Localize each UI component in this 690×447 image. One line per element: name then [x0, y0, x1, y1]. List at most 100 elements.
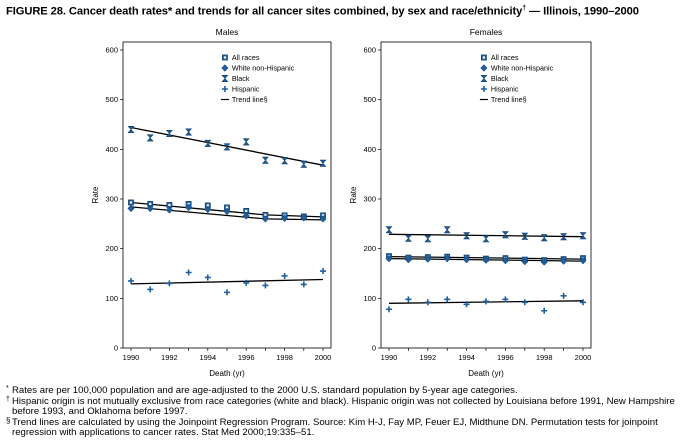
- point-black: [127, 125, 135, 133]
- legend-item-all-races: All races: [222, 53, 260, 62]
- point-hispanic: [128, 277, 134, 284]
- legend-marker-hispanic: [480, 86, 487, 92]
- point-white-non-hispanic: [319, 215, 327, 223]
- x-tick-label: 1992: [161, 353, 178, 362]
- point-hispanic: [560, 292, 567, 299]
- point-hispanic: [386, 306, 392, 313]
- point-hispanic: [580, 299, 586, 306]
- legend-marker-white-non-hispanic: [221, 64, 229, 72]
- x-tick-label: 1994: [458, 353, 475, 362]
- point-black: [319, 159, 327, 167]
- y-tick-label: 200: [363, 244, 376, 253]
- legend-marker-hispanic: [221, 86, 228, 92]
- point-hispanic: [541, 307, 548, 314]
- point-white-non-hispanic: [443, 254, 451, 263]
- footnote-section: § Trend lines are calculated by using the…: [6, 415, 658, 439]
- legend-label: Trend line§: [491, 95, 527, 104]
- legend-marker-black: [480, 75, 488, 82]
- point-black: [281, 157, 289, 165]
- point-hispanic: [147, 286, 154, 293]
- point-black: [424, 235, 432, 243]
- y-axis-label: Rate: [91, 186, 100, 203]
- point-hispanic: [185, 269, 192, 276]
- y-tick-label: 300: [363, 195, 376, 204]
- point-white-non-hispanic: [540, 258, 548, 266]
- point-hispanic: [243, 279, 250, 286]
- legend-item-trend-line-: Trend line§: [479, 95, 527, 104]
- x-tick-label: 1998: [536, 353, 553, 362]
- x-tick-label: 1990: [123, 353, 140, 362]
- point-black: [521, 232, 529, 240]
- point-white-non-hispanic: [424, 255, 432, 263]
- y-tick-label: 0: [114, 344, 118, 353]
- point-white-non-hispanic: [165, 206, 173, 214]
- x-tick-label: 1992: [419, 353, 436, 362]
- point-black: [540, 234, 548, 242]
- charts-canvas: Males 0 100 200 300 400 500 600 1990 1992 1994 1996…: [91, 27, 592, 378]
- legend-item-white-non-hispanic: White non-Hispanic: [480, 64, 554, 73]
- point-black: [404, 234, 412, 242]
- x-tick-label: 1996: [238, 353, 255, 362]
- point-black: [579, 232, 587, 240]
- point-white-non-hispanic: [501, 256, 509, 265]
- legend-label: Trend line§: [232, 95, 268, 104]
- footnote-dagger: † Hispanic origin is not mutually exclusi…: [6, 395, 675, 418]
- point-black: [261, 156, 269, 164]
- point-white-non-hispanic: [404, 255, 412, 264]
- legend-label: White non-Hispanic: [491, 64, 554, 73]
- point-white-non-hispanic: [281, 214, 289, 223]
- point-black: [443, 226, 451, 234]
- point-hispanic: [405, 296, 412, 303]
- legend-label: Black: [491, 74, 509, 83]
- point-white-non-hispanic: [385, 254, 393, 263]
- legend-marker-all-races: [222, 54, 228, 61]
- point-white-non-hispanic: [261, 215, 269, 223]
- point-all-races: [128, 199, 134, 206]
- point-white-non-hispanic: [482, 256, 490, 264]
- legend-marker-white-non-hispanic: [480, 64, 488, 72]
- point-black: [501, 231, 509, 239]
- plot-frame: [122, 41, 332, 349]
- legend-item-hispanic: Hispanic: [221, 85, 260, 94]
- x-axis-label: Death (yr): [209, 369, 245, 378]
- x-tick-label: 2000: [315, 353, 332, 362]
- y-tick-label: 400: [105, 145, 118, 154]
- point-white-non-hispanic: [579, 256, 587, 265]
- legend-label: All races: [232, 53, 260, 62]
- point-hispanic: [204, 274, 211, 281]
- point-black: [165, 129, 173, 137]
- x-tick-label: 1996: [497, 353, 514, 362]
- y-tick-label: 600: [363, 46, 376, 55]
- point-black: [242, 138, 250, 146]
- point-white-non-hispanic: [521, 257, 529, 266]
- legend-label: White non-Hispanic: [232, 64, 295, 73]
- x-tick-label: 1994: [199, 353, 216, 362]
- chart-males: Males 0 100 200 300 400 500 600 1990 1992 1994 1996…: [91, 27, 332, 378]
- legend-item-hispanic: Hispanic: [480, 85, 519, 94]
- y-tick-label: 100: [105, 294, 118, 303]
- panel-title: Females: [470, 27, 503, 37]
- point-hispanic: [444, 296, 451, 303]
- y-tick-label: 100: [363, 294, 376, 303]
- point-white-non-hispanic: [300, 214, 308, 222]
- point-white-non-hispanic: [463, 255, 471, 264]
- y-tick-label: 500: [363, 95, 376, 104]
- point-white-non-hispanic: [127, 204, 135, 213]
- point-hispanic: [224, 289, 230, 296]
- point-white-non-hispanic: [185, 203, 193, 212]
- point-black: [223, 143, 231, 151]
- point-black: [560, 233, 568, 241]
- y-axis-label: Rate: [349, 186, 358, 203]
- point-white-non-hispanic: [242, 212, 250, 220]
- point-black: [482, 235, 490, 243]
- point-black: [463, 232, 471, 240]
- y-tick-label: 0: [372, 344, 376, 353]
- y-tick-label: 200: [105, 244, 118, 253]
- point-hispanic: [300, 281, 307, 288]
- point-hispanic: [166, 280, 173, 287]
- point-black: [185, 128, 193, 136]
- point-hispanic: [262, 282, 269, 289]
- point-black: [300, 160, 308, 168]
- point-white-non-hispanic: [146, 204, 154, 213]
- legend-label: All races: [491, 53, 519, 62]
